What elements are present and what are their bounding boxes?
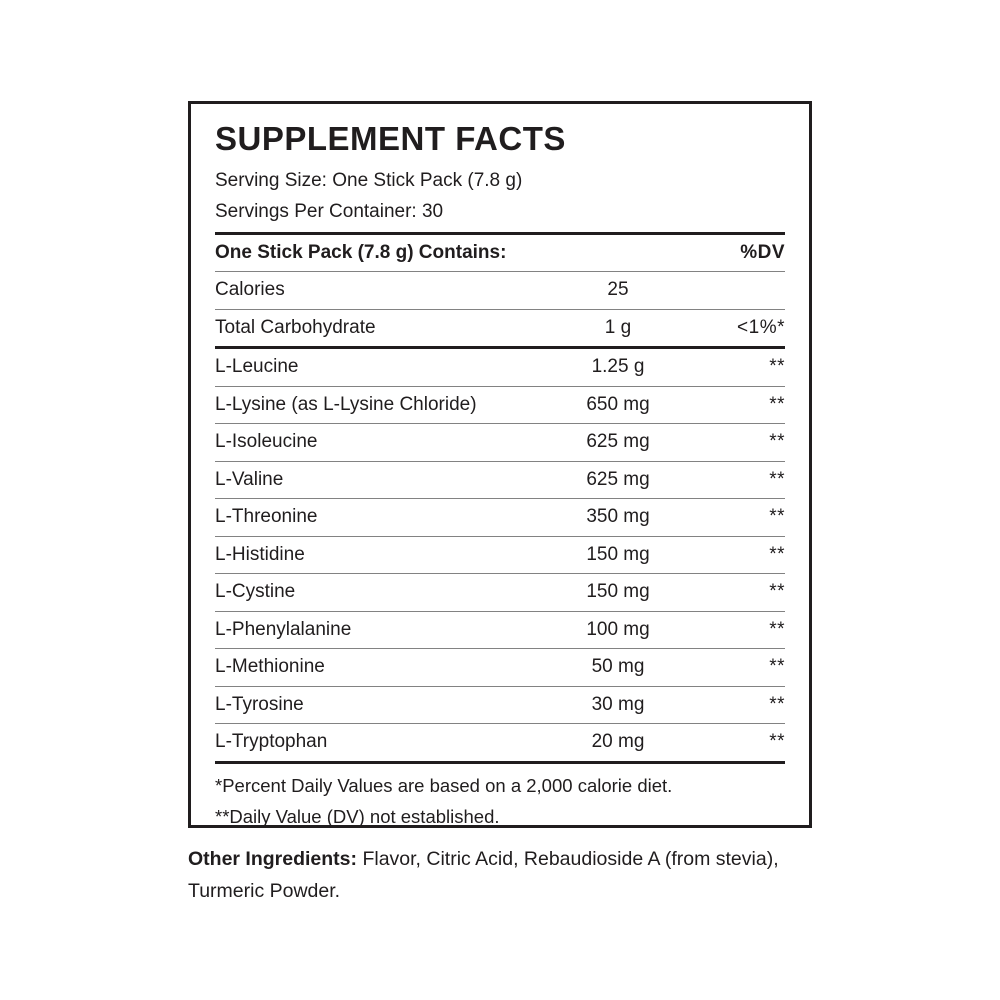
row-amount: 150 mg <box>586 581 650 603</box>
row-name: L-Lysine (as L-Lysine Chloride) <box>215 393 477 415</box>
row-amount: 100 mg <box>586 618 650 640</box>
row-dv: ** <box>769 468 785 490</box>
row-dv: ** <box>769 506 785 528</box>
row-name: L-Cystine <box>215 581 296 603</box>
row-name: L-Histidine <box>215 543 305 565</box>
row-dv: ** <box>769 693 785 715</box>
row-amount: 1 g <box>604 316 632 338</box>
row-name: L-Tyrosine <box>215 693 304 715</box>
table-row: L-Threonine 350 mg ** <box>215 499 785 537</box>
row-name: L-Valine <box>215 468 284 490</box>
footnote-dv-not-established: **Daily Value (DV) not established. <box>215 805 500 827</box>
row-amount: 625 mg <box>586 468 650 490</box>
row-dv: ** <box>769 393 785 415</box>
table-header-name: One Stick Pack (7.8 g) Contains: <box>215 242 507 263</box>
row-amount: 20 mg <box>591 731 645 753</box>
row-name: L-Leucine <box>215 356 299 378</box>
row-amount: 150 mg <box>586 543 650 565</box>
other-ingredients-label: Other Ingredients: <box>188 848 358 870</box>
row-name: L-Tryptophan <box>215 731 328 753</box>
footnotes: *Percent Daily Values are based on a 2,0… <box>215 770 785 832</box>
row-amount: 650 mg <box>586 393 650 415</box>
table-row: L-Tyrosine 30 mg ** <box>215 687 785 724</box>
footnote-percent-dv: *Percent Daily Values are based on a 2,0… <box>215 774 673 796</box>
row-amount: 50 mg <box>591 656 645 678</box>
table-header-dv: %DV <box>740 242 785 263</box>
divider-thick-top <box>215 232 785 235</box>
table-row: L-Lysine (as L-Lysine Chloride) 650 mg ** <box>215 387 785 424</box>
row-dv: ** <box>769 543 785 565</box>
table-row: L-Valine 625 mg ** <box>215 462 785 499</box>
table-row: L-Cystine 150 mg ** <box>215 574 785 612</box>
table-row: L-Phenylalanine 100 mg ** <box>215 612 785 649</box>
row-dv: <1%* <box>737 316 785 338</box>
row-name: L-Isoleucine <box>215 431 318 453</box>
row-dv: ** <box>769 656 785 678</box>
table-row: Total Carbohydrate 1 g <1%* <box>215 310 785 349</box>
row-dv: ** <box>769 731 785 753</box>
table-row: L-Tryptophan 20 mg ** <box>215 724 785 764</box>
table-row: L-Methionine 50 mg ** <box>215 649 785 687</box>
table-row: L-Histidine 150 mg ** <box>215 537 785 574</box>
row-name: L-Threonine <box>215 506 318 528</box>
row-amount: 350 mg <box>586 506 650 528</box>
row-name: L-Phenylalanine <box>215 618 352 640</box>
serving-size: Serving Size: One Stick Pack (7.8 g) <box>215 170 523 191</box>
row-name: Total Carbohydrate <box>215 316 376 338</box>
row-dv: ** <box>769 431 785 453</box>
row-dv: ** <box>769 581 785 603</box>
row-name: L-Methionine <box>215 656 325 678</box>
table-row: L-Leucine 1.25 g ** <box>215 349 785 387</box>
other-ingredients: Other Ingredients: Flavor, Citric Acid, … <box>188 843 798 907</box>
row-amount: 30 mg <box>591 693 645 715</box>
table-header: One Stick Pack (7.8 g) Contains: %DV <box>215 235 785 272</box>
table-row: L-Isoleucine 625 mg ** <box>215 424 785 462</box>
table-row: Calories 25 <box>215 272 785 310</box>
row-dv: ** <box>769 356 785 378</box>
row-name: Calories <box>215 279 285 301</box>
row-amount: 25 <box>607 279 629 301</box>
row-dv: ** <box>769 618 785 640</box>
servings-per-container: Servings Per Container: 30 <box>215 201 444 222</box>
panel-title: SUPPLEMENT FACTS <box>215 120 566 157</box>
table-body: Calories 25 Total Carbohydrate 1 g <1%* L-Leu… <box>215 272 785 764</box>
other-ingredients-text: Flavor, Citric Acid, Rebaudioside A (fro… <box>188 848 779 902</box>
row-amount: 1.25 g <box>591 356 645 378</box>
row-amount: 625 mg <box>586 431 650 453</box>
supplement-facts-panel: SUPPLEMENT FACTS Serving Size: One Stick… <box>188 101 812 828</box>
